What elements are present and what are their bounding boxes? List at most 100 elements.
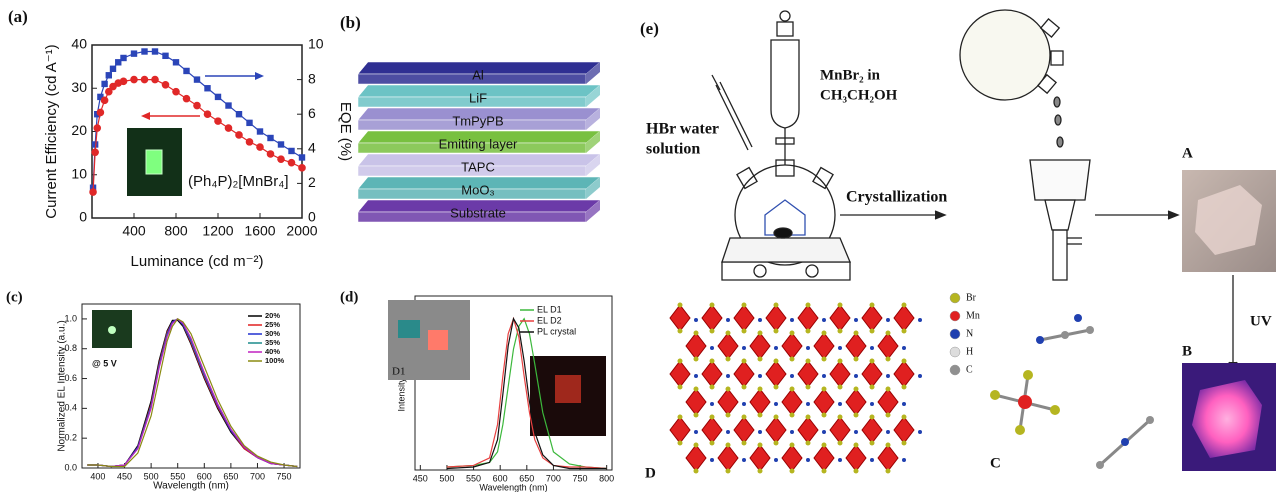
atom [885,412,891,418]
x-tick-label: 1600 [244,223,275,239]
marker [172,87,180,96]
x-tick-label: 800 [599,473,614,483]
atom [693,386,699,392]
atom [806,346,810,350]
marker [162,52,169,60]
atom [853,412,859,418]
marker [141,48,148,55]
octahedron [861,304,883,332]
atom [725,442,731,448]
atom-swatch [949,310,961,322]
atom [790,318,794,322]
marker [298,164,306,172]
atom [822,374,826,378]
x-tick-label: 550 [170,471,185,481]
x-tick-label: 750 [573,473,588,483]
marker [115,59,122,66]
atom [773,384,779,390]
marker [287,158,296,167]
layer-label: TmPyPB [452,113,503,128]
atom [822,318,826,322]
y-tick-label: 10 [71,165,87,181]
marker [119,77,128,86]
marker [91,141,99,148]
inset-label: D1 [392,366,405,378]
atom [789,356,795,362]
marker [105,87,113,96]
octahedron [893,360,915,388]
atom [837,328,843,334]
plot-frame [91,44,303,219]
layer-side [586,131,600,153]
atom-label: Br [966,292,977,303]
layer-label: Emitting layer [439,136,518,151]
y-axis-label: Current Efficiency (cd A⁻¹) [43,44,60,218]
layer-label: Al [472,67,484,82]
atom-swatch [949,292,961,304]
atom [694,430,698,434]
marker [225,102,232,109]
octahedron [813,444,835,472]
x-tick-label: 600 [493,473,508,483]
atom [757,442,763,448]
atom [742,346,746,350]
atom [726,374,730,378]
atom [741,328,747,334]
atom [886,430,890,434]
y2-tick-label: 0 [308,209,316,225]
x-tick-label: 500 [144,471,159,481]
atom [901,440,907,446]
atom [710,402,714,406]
atom [710,458,714,462]
x-tick-label: 800 [164,223,188,239]
y2-tick-label: 2 [308,174,316,190]
inset-glow [145,149,163,175]
marker [89,188,97,196]
atom [806,458,810,462]
layer-side [586,154,600,176]
atom [741,384,747,390]
atom-legend: Br Mn NHC [949,292,980,375]
atom [901,384,907,390]
atom [805,440,811,446]
marker [266,150,275,158]
crystal-glow [1192,380,1262,458]
series-line [92,50,303,188]
x-tick-label: 450 [413,473,428,483]
y2-tick-label: 6 [308,105,316,121]
atom-label: N [966,328,973,339]
marker [109,65,117,72]
atom [886,318,890,322]
marker [182,94,191,103]
marker [203,110,212,118]
atom [821,330,827,336]
atom [709,302,715,308]
layer-label: MoO₃ [461,182,494,197]
x-tick-label: 500 [439,473,454,483]
atom [805,328,811,334]
marker [183,67,190,75]
layer-side [586,177,600,199]
octahedron [861,360,883,388]
atom [725,356,731,362]
layer-label: Substrate [450,205,506,220]
atom [837,440,843,446]
legend-label: PL crystal [537,326,576,336]
atom [901,358,907,364]
atom [741,440,747,446]
panel-label: (e) [640,19,659,38]
atom [838,458,842,462]
atom [805,302,811,308]
atom [757,330,763,336]
octahedron [845,444,867,472]
step-label: Crystallization [846,189,947,206]
atom [757,356,763,362]
atom [790,374,794,378]
marker [277,155,285,163]
octahedron [749,444,771,472]
reagent-line2: CH₃CH₂OH [820,87,898,103]
octahedron [829,304,851,332]
y-axis-label: Intensity (a.u.) [396,354,406,411]
octahedron [669,416,691,444]
marker [140,75,149,84]
